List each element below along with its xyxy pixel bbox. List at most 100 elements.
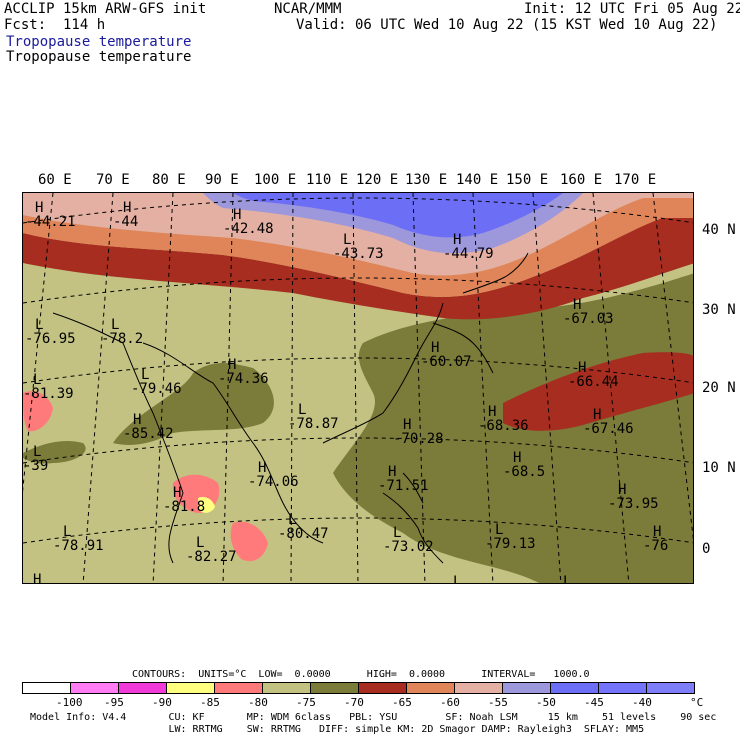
colorbar-swatch (358, 682, 407, 694)
extremum-label: H -76 (643, 525, 668, 553)
extremum-type: H (133, 412, 142, 428)
colorbar-tick-label: -40 (632, 696, 652, 709)
lon-label: 70 E (96, 172, 130, 188)
extremum-type: H (653, 524, 662, 540)
extremum-value: -85.42 (123, 426, 174, 442)
band-minus50-minus45 (233, 193, 563, 238)
extremum-label: H -67.46 (583, 408, 634, 436)
run-title: ACCLIP 15km ARW-GFS init (4, 1, 207, 17)
extremum-value: -67.46 (583, 421, 634, 437)
extremum-value: -73.02 (383, 539, 434, 555)
extremum-type: L (343, 232, 352, 248)
colorbar-tick-label: -75 (296, 696, 316, 709)
lat-label: 10 N (702, 460, 736, 476)
extremum-value: -76.95 (25, 331, 76, 347)
extremum-value: -79.46 (131, 381, 182, 397)
extremum-value: -68.36 (478, 418, 529, 434)
extremum-label: L -43.73 (333, 233, 384, 261)
colorbar-swatch (454, 682, 503, 694)
extremum-type: L (63, 524, 72, 540)
colorbar-swatch (646, 682, 695, 694)
extremum-type: H (35, 200, 44, 216)
extremum-label: H -85.42 (123, 413, 174, 441)
extremum-value: -42.48 (223, 221, 274, 237)
extremum-value: -76 (643, 538, 669, 554)
extremum-value: -81.8 (163, 499, 206, 515)
model-info-line1: Model Info: V4.4 CU: KF MP: WDM 6class P… (30, 712, 717, 723)
extremum-label: H -44.21 (25, 201, 76, 229)
colorbar-swatch (166, 682, 215, 694)
extremum-label: H -66.44 (568, 361, 619, 389)
band-minus70-minus65-jet (23, 218, 693, 320)
extremum-type: H (233, 207, 242, 223)
map-svg (23, 193, 693, 583)
extremum-label: L -79.46 (131, 368, 182, 396)
extremum-type: H (618, 482, 627, 498)
extremum-label: L -78.87 (288, 403, 339, 431)
extremum-value: -60.07 (421, 354, 472, 370)
extremum-type: L (33, 372, 42, 388)
lat-label: 20 N (702, 380, 736, 396)
colorbar-tick-label: -60 (440, 696, 460, 709)
extremum-type: H (33, 572, 42, 584)
lon-label: 60 E (38, 172, 72, 188)
extremum-type: H (453, 232, 462, 248)
extremum-type: L (111, 317, 120, 333)
extremum-label: H -70.28 (393, 418, 444, 446)
extremum-type: L (196, 535, 205, 551)
valid-time: Valid: 06 UTC Wed 10 Aug 22 (15 KST Wed … (296, 17, 718, 33)
colorbar-swatch (214, 682, 263, 694)
extremum-value: -67.03 (563, 311, 614, 327)
colorbar-swatch (118, 682, 167, 694)
forecast-hour: Fcst: 114 h (4, 17, 106, 33)
extremum-label: L-73.79 (553, 574, 604, 584)
lat-label: 40 N (702, 222, 736, 238)
extremum-label: H-76.45 (23, 572, 74, 584)
extremum-type: L (563, 574, 572, 584)
extremum-label: H -81.8 (163, 486, 205, 514)
extremum-type: L (35, 317, 44, 333)
extremum-type: L (393, 525, 402, 541)
colorbar-swatch (406, 682, 455, 694)
extremum-label: L -39 (23, 445, 48, 473)
band-minus85-minus80-arabian (23, 391, 53, 432)
extremum-type: H (578, 360, 587, 376)
extremum-type: L (288, 512, 297, 528)
extremum-label: H -68.5 (503, 451, 545, 479)
band-minus75-minus70-west (23, 441, 86, 464)
band-minus90-minus85 (198, 497, 215, 513)
extremum-type: L (298, 402, 307, 418)
colorbar-swatch (262, 682, 311, 694)
colorbar-swatch (550, 682, 599, 694)
extremum-label: L -82.27 (186, 536, 237, 564)
extremum-label: H -68.36 (478, 405, 529, 433)
colorbar-tick-label: -90 (152, 696, 172, 709)
colorbar-tick-label: -80 (248, 696, 268, 709)
extremum-label: H -73.95 (608, 483, 659, 511)
extremum-value: -73.95 (608, 496, 659, 512)
coastlines (52, 252, 529, 564)
extremum-type: H (388, 464, 397, 480)
lon-label: 80 E (152, 172, 186, 188)
extremum-label: H -42.48 (223, 208, 274, 236)
extremum-label: H -44 (113, 201, 138, 229)
extremum-value: -66.44 (568, 374, 619, 390)
lon-label: 160 E (560, 172, 603, 188)
extremum-label: H -74.36 (218, 358, 269, 386)
lon-label: 90 E (205, 172, 239, 188)
field-title-contour: Tropopause temperature (6, 49, 192, 65)
extremum-label: H -71.51 (378, 465, 429, 493)
lat-label: 0 (702, 541, 711, 557)
extremum-label: H -44.79 (443, 233, 494, 261)
band-minus70-minus65-subtropic (503, 352, 693, 431)
colorbar-swatch (22, 682, 71, 694)
lon-label: 110 E (306, 172, 349, 188)
extremum-label: L -79.13 (485, 523, 536, 551)
extremum-label: L -73.02 (383, 526, 434, 554)
lon-label: 150 E (506, 172, 549, 188)
colorbar-tick-label: -50 (536, 696, 556, 709)
colorbar-swatch (502, 682, 551, 694)
colorbar-tick-label: -70 (344, 696, 364, 709)
extremum-label: L -81.39 (23, 373, 74, 401)
extremum-value: -78.87 (288, 416, 339, 432)
